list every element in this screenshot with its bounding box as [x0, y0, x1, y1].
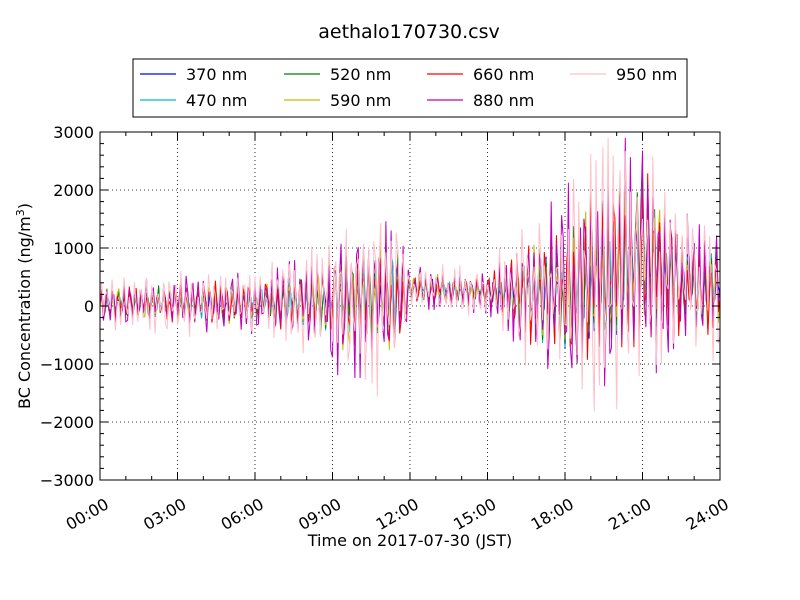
legend-label: 520 nm — [330, 65, 391, 84]
legend-label: 470 nm — [186, 91, 247, 110]
y-tick-label: 0 — [84, 297, 94, 316]
legend: 370 nm 470 nm 520 nm 590 nm 660 nm 880 nm 950 … — [132, 58, 688, 118]
y-axis-title: BC Concentration (ng/m3) — [14, 203, 34, 409]
y-axis-title-close: ) — [15, 203, 34, 209]
y-tick-label: 3000 — [53, 123, 94, 142]
y-tick-label: −1000 — [40, 355, 94, 374]
legend-label: 880 nm — [473, 91, 534, 110]
x-tick-label: 15:00 — [450, 494, 499, 534]
x-tick-label: 18:00 — [528, 494, 577, 534]
x-tick-label: 03:00 — [140, 494, 189, 534]
y-tick-label: 2000 — [53, 181, 94, 200]
y-tick-label: −3000 — [40, 471, 94, 490]
y-axis-title-main: BC Concentration (ng/m — [15, 216, 34, 409]
x-tick-label: 24:00 — [683, 494, 732, 534]
series-line — [99, 137, 721, 412]
series-group — [99, 137, 721, 412]
chart-title: aethalo170730.csv — [318, 21, 500, 43]
legend-label: 590 nm — [330, 91, 391, 110]
legend-label: 370 nm — [186, 65, 247, 84]
y-tick-label: 1000 — [53, 239, 94, 258]
x-axis-title: Time on 2017-07-30 (JST) — [307, 531, 512, 550]
x-tick-label: 21:00 — [605, 494, 654, 534]
x-tick-label: 06:00 — [218, 494, 267, 534]
y-axis-title-sup: 3 — [14, 209, 27, 216]
legend-box — [132, 58, 688, 118]
y-tick-label: −2000 — [40, 413, 94, 432]
x-tick-label: 12:00 — [373, 494, 422, 534]
x-tick-label: 09:00 — [295, 494, 344, 534]
legend-label: 660 nm — [473, 65, 534, 84]
ticks — [99, 131, 721, 481]
x-tick-label: 00:00 — [63, 494, 112, 534]
legend-label: 950 nm — [616, 65, 677, 84]
